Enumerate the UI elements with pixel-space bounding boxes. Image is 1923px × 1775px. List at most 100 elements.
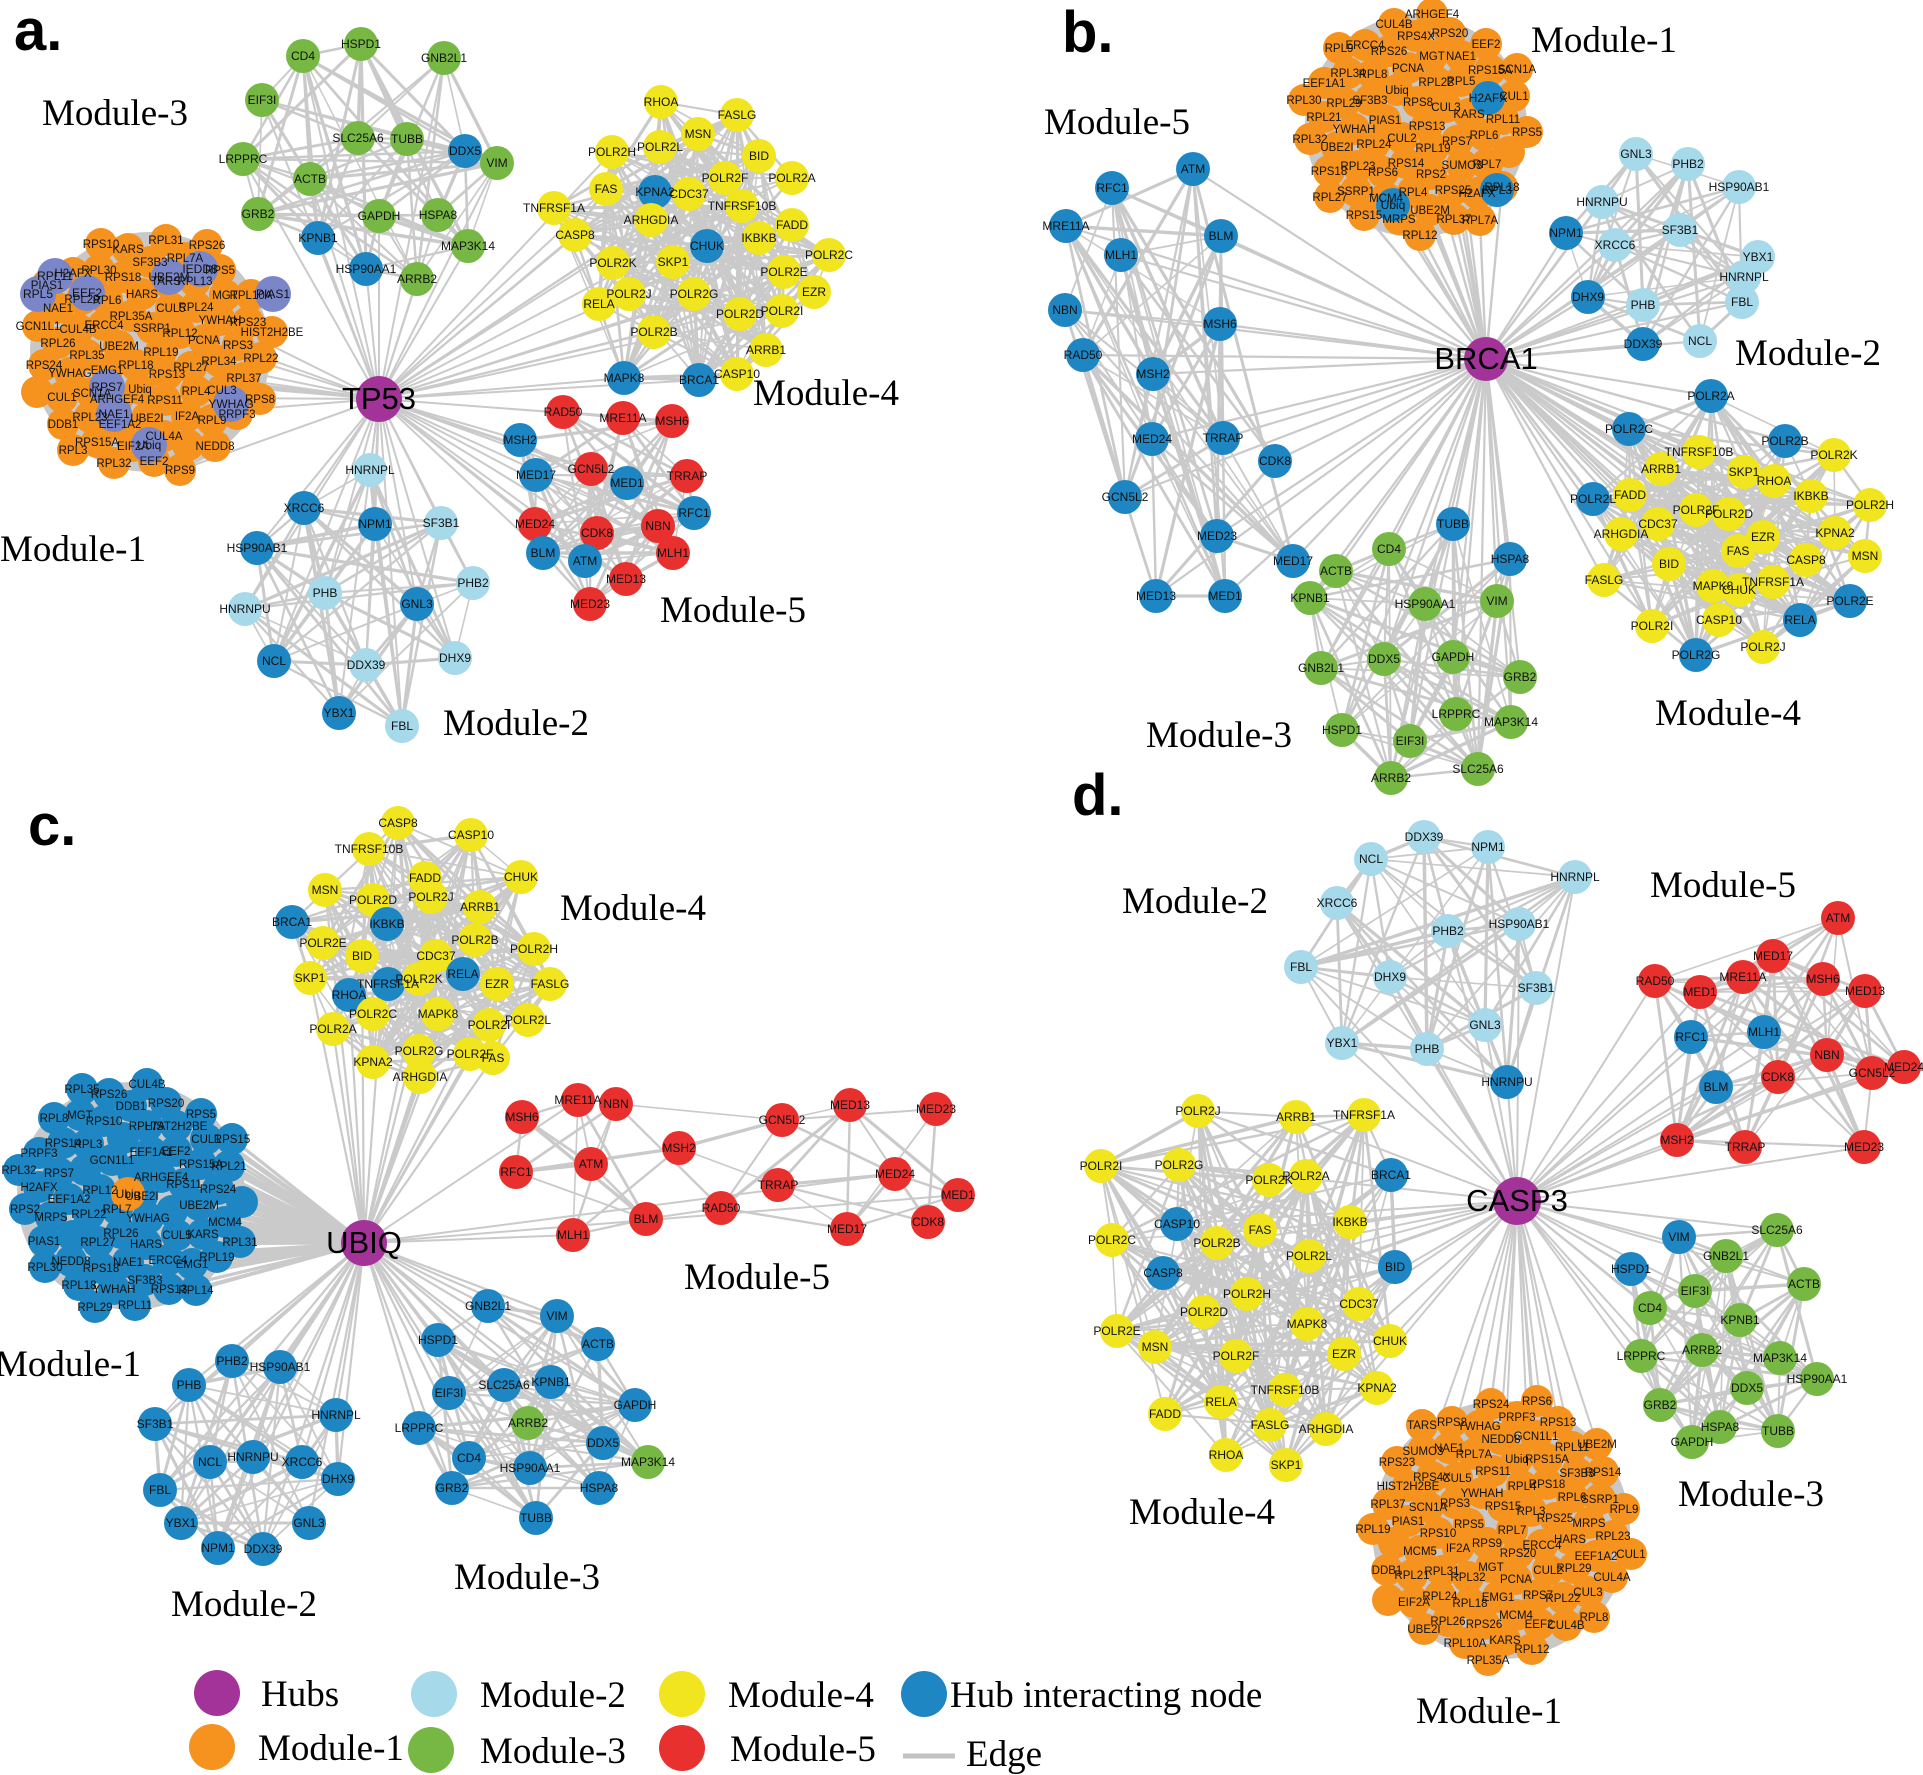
svg-text:UBE2M: UBE2M xyxy=(148,270,189,284)
svg-text:BLM: BLM xyxy=(531,546,556,560)
svg-text:MAPK8: MAPK8 xyxy=(1287,1317,1328,1331)
svg-text:EZR: EZR xyxy=(1332,1347,1356,1361)
svg-text:RPL7: RPL7 xyxy=(1498,1525,1527,1537)
svg-text:Module-2: Module-2 xyxy=(443,703,589,744)
svg-text:RPL11: RPL11 xyxy=(37,269,73,283)
svg-text:NAE1: NAE1 xyxy=(1434,1443,1464,1455)
svg-text:POLR2J: POLR2J xyxy=(408,890,453,904)
svg-text:POLR2A: POLR2A xyxy=(309,1022,356,1036)
svg-text:MSH2: MSH2 xyxy=(503,433,537,447)
svg-text:RPL30: RPL30 xyxy=(27,1262,62,1274)
svg-text:CDK8: CDK8 xyxy=(1259,454,1291,468)
svg-text:POLR2C: POLR2C xyxy=(1088,1233,1136,1247)
svg-text:BID: BID xyxy=(1659,557,1679,571)
svg-text:POLR2A: POLR2A xyxy=(1687,389,1734,403)
svg-text:POLR2J: POLR2J xyxy=(1175,1104,1220,1118)
svg-text:IEDD8: IEDD8 xyxy=(182,262,218,276)
svg-text:ARRB2: ARRB2 xyxy=(508,1416,548,1430)
svg-text:POLR2I: POLR2I xyxy=(1080,1159,1123,1173)
svg-text:CUL5: CUL5 xyxy=(1442,1473,1471,1485)
svg-text:HNRNPU: HNRNPU xyxy=(1576,195,1627,209)
svg-text:Module-2: Module-2 xyxy=(480,1675,626,1716)
svg-text:MLH1: MLH1 xyxy=(557,1228,589,1242)
svg-text:RPL9: RPL9 xyxy=(198,415,227,427)
svg-text:CDC37: CDC37 xyxy=(1638,517,1678,531)
svg-text:TNFRSF10B: TNFRSF10B xyxy=(1665,445,1734,459)
svg-text:RPS15: RPS15 xyxy=(214,1134,250,1146)
svg-text:RPL8: RPL8 xyxy=(1580,1612,1609,1624)
svg-text:CD4: CD4 xyxy=(1377,542,1401,556)
svg-text:Ubiq: Ubiq xyxy=(1381,198,1406,212)
svg-text:MED13: MED13 xyxy=(1136,589,1176,603)
svg-text:POLR2C: POLR2C xyxy=(805,248,853,262)
svg-text:RFC1: RFC1 xyxy=(678,506,710,520)
svg-text:SSRP1: SSRP1 xyxy=(1581,1494,1619,1506)
svg-text:POLR2J: POLR2J xyxy=(606,287,651,301)
svg-text:Module-5: Module-5 xyxy=(660,590,806,631)
svg-text:SF3B1: SF3B1 xyxy=(423,516,460,530)
svg-text:GAPDH: GAPDH xyxy=(614,1398,657,1412)
svg-text:PCNA: PCNA xyxy=(1500,1574,1532,1586)
svg-text:GCN5L2: GCN5L2 xyxy=(568,462,615,476)
svg-text:XRCC6: XRCC6 xyxy=(284,501,325,515)
svg-text:HNRNPU: HNRNPU xyxy=(227,1450,278,1464)
svg-text:RELA: RELA xyxy=(583,297,614,311)
svg-text:RPS10: RPS10 xyxy=(1420,1528,1456,1540)
svg-text:POLR2G: POLR2G xyxy=(1155,1158,1204,1172)
svg-text:MRE11A: MRE11A xyxy=(599,411,646,425)
svg-text:POLR2D: POLR2D xyxy=(349,893,397,907)
svg-text:SLC25A6: SLC25A6 xyxy=(332,131,384,145)
svg-text:POLR2A: POLR2A xyxy=(768,171,815,185)
svg-text:RPL19: RPL19 xyxy=(1355,1524,1390,1536)
svg-text:SCN1A: SCN1A xyxy=(1498,64,1537,76)
svg-text:HSP90AA1: HSP90AA1 xyxy=(1395,597,1456,611)
svg-text:EZR: EZR xyxy=(485,977,509,991)
svg-text:RPL37: RPL37 xyxy=(226,373,261,385)
svg-text:GCN5L2: GCN5L2 xyxy=(759,1113,806,1127)
svg-text:MSH2: MSH2 xyxy=(1660,1133,1694,1147)
svg-text:RPL30: RPL30 xyxy=(1286,95,1321,107)
svg-text:RELA: RELA xyxy=(447,967,478,981)
svg-text:POLR2G: POLR2G xyxy=(670,287,719,301)
svg-text:MRPS: MRPS xyxy=(34,1212,68,1224)
svg-text:XRCC6: XRCC6 xyxy=(1317,896,1358,910)
svg-text:SF3B3: SF3B3 xyxy=(127,1275,162,1287)
svg-text:EEF2: EEF2 xyxy=(162,1146,191,1158)
svg-text:RPS11: RPS11 xyxy=(166,1179,202,1191)
svg-text:RPS5: RPS5 xyxy=(186,1109,216,1121)
svg-text:RPL21: RPL21 xyxy=(1394,1570,1429,1582)
svg-text:YWHAG: YWHAG xyxy=(126,1213,170,1225)
svg-text:DDX5: DDX5 xyxy=(587,1436,619,1450)
svg-text:NCL: NCL xyxy=(1688,334,1712,348)
svg-text:ACTB: ACTB xyxy=(1320,564,1352,578)
svg-text:RPL24: RPL24 xyxy=(178,302,214,314)
svg-text:HSP90AA1: HSP90AA1 xyxy=(1787,1372,1848,1386)
svg-text:FADD: FADD xyxy=(1149,1407,1181,1421)
svg-text:MRPS: MRPS xyxy=(1572,1518,1606,1530)
svg-text:GCN1L1: GCN1L1 xyxy=(16,321,61,333)
svg-text:RPL26: RPL26 xyxy=(103,1228,138,1240)
svg-text:EEF1A2: EEF1A2 xyxy=(1575,1551,1618,1563)
svg-text:MED23: MED23 xyxy=(1197,529,1237,543)
svg-text:RPL22: RPL22 xyxy=(71,1209,106,1221)
svg-text:RPS18: RPS18 xyxy=(105,272,141,284)
svg-text:RPS24: RPS24 xyxy=(26,360,63,372)
svg-text:TUBB: TUBB xyxy=(391,132,423,146)
svg-text:RAD50: RAD50 xyxy=(702,1201,741,1215)
svg-text:Module-1: Module-1 xyxy=(258,1728,404,1769)
svg-text:SKP1: SKP1 xyxy=(658,255,689,269)
svg-text:RPL29: RPL29 xyxy=(1556,1563,1591,1575)
svg-text:CHUK: CHUK xyxy=(1373,1334,1407,1348)
svg-text:CUL5: CUL5 xyxy=(162,1230,191,1242)
svg-text:EEF1A2: EEF1A2 xyxy=(99,419,142,431)
svg-text:FBL: FBL xyxy=(391,719,413,733)
svg-text:HNRNPL: HNRNPL xyxy=(311,1408,361,1422)
svg-text:POLR2B: POLR2B xyxy=(1761,434,1808,448)
svg-text:KPNB1: KPNB1 xyxy=(1720,1313,1760,1327)
svg-text:NAE1: NAE1 xyxy=(98,407,130,421)
svg-text:RPL24: RPL24 xyxy=(1356,139,1392,151)
svg-text:H2AFX: H2AFX xyxy=(54,268,91,280)
svg-text:EIF2A: EIF2A xyxy=(117,441,149,453)
svg-text:HNRNPL: HNRNPL xyxy=(1719,270,1769,284)
svg-text:EEF2: EEF2 xyxy=(72,286,102,300)
